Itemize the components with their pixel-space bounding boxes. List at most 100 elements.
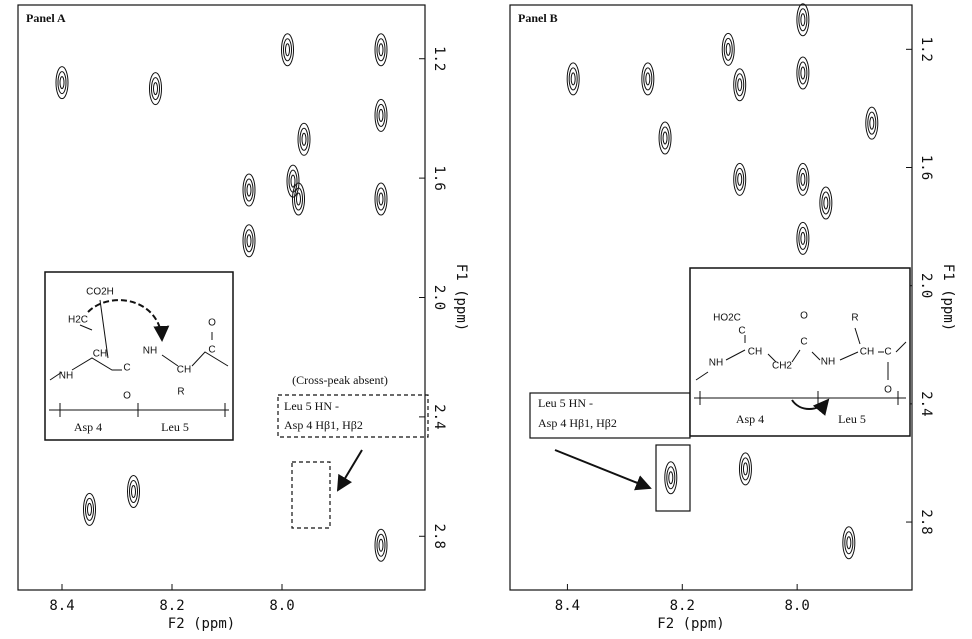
y-axis-label: F1 (ppm) [453, 264, 469, 331]
y-tick-label: 2.8 [918, 509, 934, 534]
structure-label: NH [143, 346, 157, 357]
contour-ring [733, 162, 747, 196]
contour-ring [738, 452, 752, 486]
panel-title: Panel B [518, 11, 558, 25]
cross-peak [374, 528, 388, 562]
contour-ring [846, 536, 852, 550]
structure-label: R [177, 387, 184, 398]
contour-ring [149, 72, 162, 106]
cross-peak [149, 72, 162, 106]
contour-ring [566, 62, 580, 96]
structure-label: O [884, 385, 892, 396]
contour-ring [800, 231, 806, 245]
structure-label: CH2 [772, 361, 792, 372]
contour-ring [821, 191, 831, 215]
structure-label: CH [748, 347, 762, 358]
contour-ring [798, 61, 808, 85]
contour-ring [742, 462, 748, 476]
noe-arrow [791, 398, 830, 416]
contour-ring [376, 38, 386, 62]
annotation: Asp 4 Hβ1, Hβ2 [538, 416, 617, 430]
contour-ring [242, 224, 256, 258]
annotation-box [655, 444, 691, 512]
structure-label: H2C [68, 315, 88, 326]
contour-ring [242, 173, 256, 207]
contour-ring [297, 122, 311, 156]
cross-peak [55, 66, 69, 100]
annotation: Asp 4 Hβ1, Hβ2 [284, 418, 363, 432]
contour-ring [641, 62, 655, 96]
contour-ring [83, 492, 96, 526]
cross-peak [796, 162, 810, 196]
y-tick-label: 2.4 [918, 391, 934, 416]
y-tick-label: 1.6 [918, 155, 934, 180]
cross-peak [842, 526, 856, 560]
contour-ring [737, 172, 743, 186]
plot-frame [509, 4, 913, 591]
structure-label: Leu 5 [838, 412, 866, 426]
structure-label: NH [709, 358, 723, 369]
contour-ring [798, 167, 808, 191]
contour-ring [129, 480, 138, 504]
contour-ring [869, 116, 875, 130]
structure-label: CO2H [86, 287, 114, 298]
contour-ring [59, 76, 65, 90]
x-tick-label: 8.2 [159, 598, 184, 614]
annotation: (Cross-peak absent) [292, 373, 388, 387]
contour-ring [378, 108, 384, 122]
y-axis-label: F1 (ppm) [940, 264, 956, 331]
contour-ring [570, 72, 576, 86]
cross-peak [374, 33, 388, 67]
y-tick-label: 2.8 [431, 524, 447, 549]
cross-peak [796, 3, 810, 37]
contour-ring [374, 98, 388, 132]
cross-peak [658, 121, 672, 155]
contour-ring [283, 38, 292, 62]
contour-ring [244, 178, 254, 202]
contour-ring [798, 8, 808, 32]
x-tick-label: 8.0 [269, 598, 294, 614]
cross-peak [733, 162, 747, 196]
contour-ring [800, 13, 806, 27]
contour-ring [127, 475, 140, 509]
contour-ring [725, 42, 731, 56]
contour-ring [376, 533, 386, 557]
annotation-arrow [336, 449, 363, 492]
structure-label: C [884, 347, 891, 358]
contour-ring [664, 461, 678, 495]
cross-peak [242, 224, 256, 258]
contour-ring [246, 183, 252, 197]
cross-peak [83, 492, 96, 526]
contour-ring [285, 43, 290, 57]
y-tick-label: 1.2 [918, 37, 934, 62]
structure-bonds [49, 299, 229, 381]
contour-ring [301, 132, 307, 146]
cross-peak [738, 452, 752, 486]
panel-title: Panel A [26, 11, 66, 25]
y-tick-label: 2.4 [431, 404, 447, 429]
contour-ring [290, 174, 296, 188]
contour-ring [666, 466, 676, 490]
contour-ring [299, 127, 309, 151]
x-tick-label: 8.4 [49, 598, 74, 614]
structure-label: NH [59, 371, 73, 382]
contour-ring [800, 172, 806, 186]
contour-ring [378, 538, 384, 552]
y-tick-label: 1.2 [431, 46, 447, 71]
cross-peak [796, 221, 810, 255]
structure-label: R [851, 313, 858, 324]
contour-ring [568, 67, 578, 91]
cross-peak [664, 461, 678, 495]
x-tick-label: 8.2 [670, 598, 695, 614]
contour-ring [668, 471, 674, 485]
structure-label: C [123, 363, 130, 374]
contour-ring [281, 33, 294, 67]
annotation: Leu 5 HN - [284, 399, 339, 413]
structure-label: O [208, 318, 216, 329]
contour-ring [87, 502, 92, 516]
contour-ring [153, 82, 158, 96]
contour-ring [645, 72, 651, 86]
contour-ring [57, 71, 67, 95]
structure-label: Asp 4 [74, 420, 102, 434]
